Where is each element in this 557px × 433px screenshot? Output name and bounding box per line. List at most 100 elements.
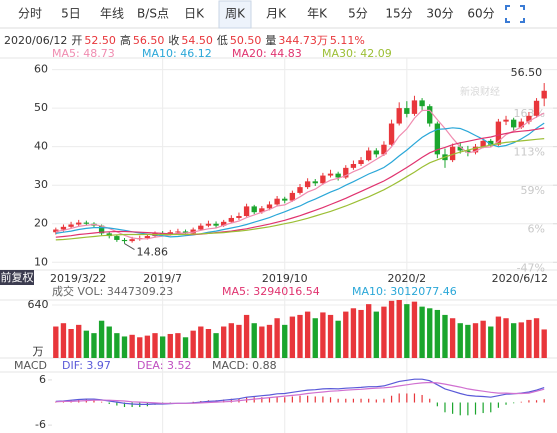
macd-bar <box>253 397 255 403</box>
tab-bar <box>0 0 557 28</box>
candle-body <box>282 198 288 201</box>
candle-body <box>144 236 151 239</box>
candle-body <box>205 223 212 226</box>
candle-body <box>358 160 364 164</box>
candle-body <box>449 146 456 161</box>
volume-bar <box>343 311 349 358</box>
y-tick-label: 50 <box>34 101 48 114</box>
volume-bar <box>480 320 486 358</box>
macd-bar <box>268 397 271 403</box>
volume-bar <box>266 324 273 358</box>
adjust-label[interactable]: 前复权 <box>1 270 34 284</box>
macd-bar <box>505 402 507 405</box>
macd-bar <box>444 402 446 413</box>
macd-bar <box>452 402 454 414</box>
tab[interactable]: B/S点 <box>137 7 169 21</box>
volume-bar <box>98 320 105 358</box>
volume-legend: MA10: 3012077.46 <box>352 285 457 298</box>
ma-line <box>55 127 545 238</box>
tab[interactable]: 15分 <box>385 7 412 21</box>
info-label: 量 <box>265 34 276 47</box>
volume-legend: 成交 VOL: 3447309.23 <box>52 284 173 298</box>
macd-bar <box>513 402 515 404</box>
volume-bar <box>335 320 341 358</box>
y2-tick-label: 6% <box>528 223 545 236</box>
info-value: 54.50 <box>181 34 213 47</box>
candle-body <box>381 144 387 155</box>
candle-body <box>304 181 311 188</box>
macd-bar <box>497 402 499 408</box>
volume-bar <box>274 318 280 358</box>
macd-bar <box>230 398 232 403</box>
volume-bar <box>350 308 357 358</box>
info-value: 50.50 <box>230 34 262 47</box>
macd-bar <box>223 399 225 403</box>
tab[interactable]: 5日 <box>61 7 81 21</box>
tab[interactable]: 日K <box>184 7 205 21</box>
candle-body <box>510 119 517 128</box>
volume-bar <box>243 314 250 358</box>
macd-bar <box>261 397 263 403</box>
macd-line <box>55 378 545 405</box>
tab[interactable]: 周K <box>225 7 246 21</box>
tab[interactable]: 60分 <box>467 7 494 21</box>
macd-bar <box>413 393 416 403</box>
tab[interactable]: 分时 <box>18 7 42 21</box>
candle-body <box>541 90 547 99</box>
macd-bar <box>314 396 316 403</box>
candle-body <box>297 187 303 193</box>
candle-body <box>266 204 273 209</box>
macd-bar <box>62 401 65 403</box>
volume-bar <box>404 304 410 358</box>
fullscreen-icon[interactable] <box>505 5 525 23</box>
macd-bar <box>520 401 522 403</box>
volume-bar <box>449 318 456 358</box>
candle-body <box>488 140 494 145</box>
tab[interactable]: 30分 <box>426 7 453 21</box>
macd-legend: MACD <box>14 359 47 372</box>
macd-bar <box>383 398 385 403</box>
macd-bar <box>116 402 118 406</box>
info-label: 开 <box>71 34 82 47</box>
candle-body <box>533 100 540 116</box>
info-date: 2020/06/12 <box>4 34 67 47</box>
tab[interactable]: 年K <box>307 7 328 21</box>
y-tick-label: -6 <box>35 418 46 431</box>
info-label: 低 <box>217 34 228 47</box>
candle-body <box>472 146 479 153</box>
volume-bar <box>175 333 181 358</box>
macd-bar <box>345 398 347 403</box>
volume-bar <box>327 314 334 358</box>
tab[interactable]: 年线 <box>100 7 124 21</box>
info-value: 56.50 <box>133 34 165 47</box>
volume-bar <box>289 316 296 358</box>
volume-bar <box>541 329 547 358</box>
volume-bar <box>358 309 364 358</box>
candle-body <box>259 208 265 213</box>
candle-body <box>98 225 105 234</box>
volume-bar <box>159 336 166 358</box>
y-tick-label: 60 <box>34 63 48 76</box>
tab[interactable]: 月K <box>266 7 287 21</box>
tab[interactable]: 5分 <box>348 7 368 21</box>
ma-line <box>55 138 545 241</box>
candle-body <box>526 115 532 122</box>
tab-selected[interactable] <box>218 0 252 29</box>
annotation: 14.86 <box>136 246 168 259</box>
candle-body <box>335 173 341 178</box>
candle-body <box>312 181 318 184</box>
candle-body <box>60 226 67 230</box>
adjust-badge[interactable] <box>0 270 34 285</box>
volume-bar <box>152 333 158 358</box>
candle-body <box>427 106 433 124</box>
legend-entry: MA5: 48.73 <box>52 47 115 60</box>
volume-bar <box>121 336 128 358</box>
macd-bar <box>543 399 545 403</box>
y2-tick-label: 59% <box>521 184 545 197</box>
volume-bar <box>442 314 448 358</box>
info-line: 2020/06/12 开 52.50 高 56.50 收 54.50 低 50.50 量 344.7… <box>4 33 365 47</box>
volume-bar <box>106 326 112 358</box>
macd-bar <box>535 400 538 403</box>
macd-bar <box>284 397 286 403</box>
